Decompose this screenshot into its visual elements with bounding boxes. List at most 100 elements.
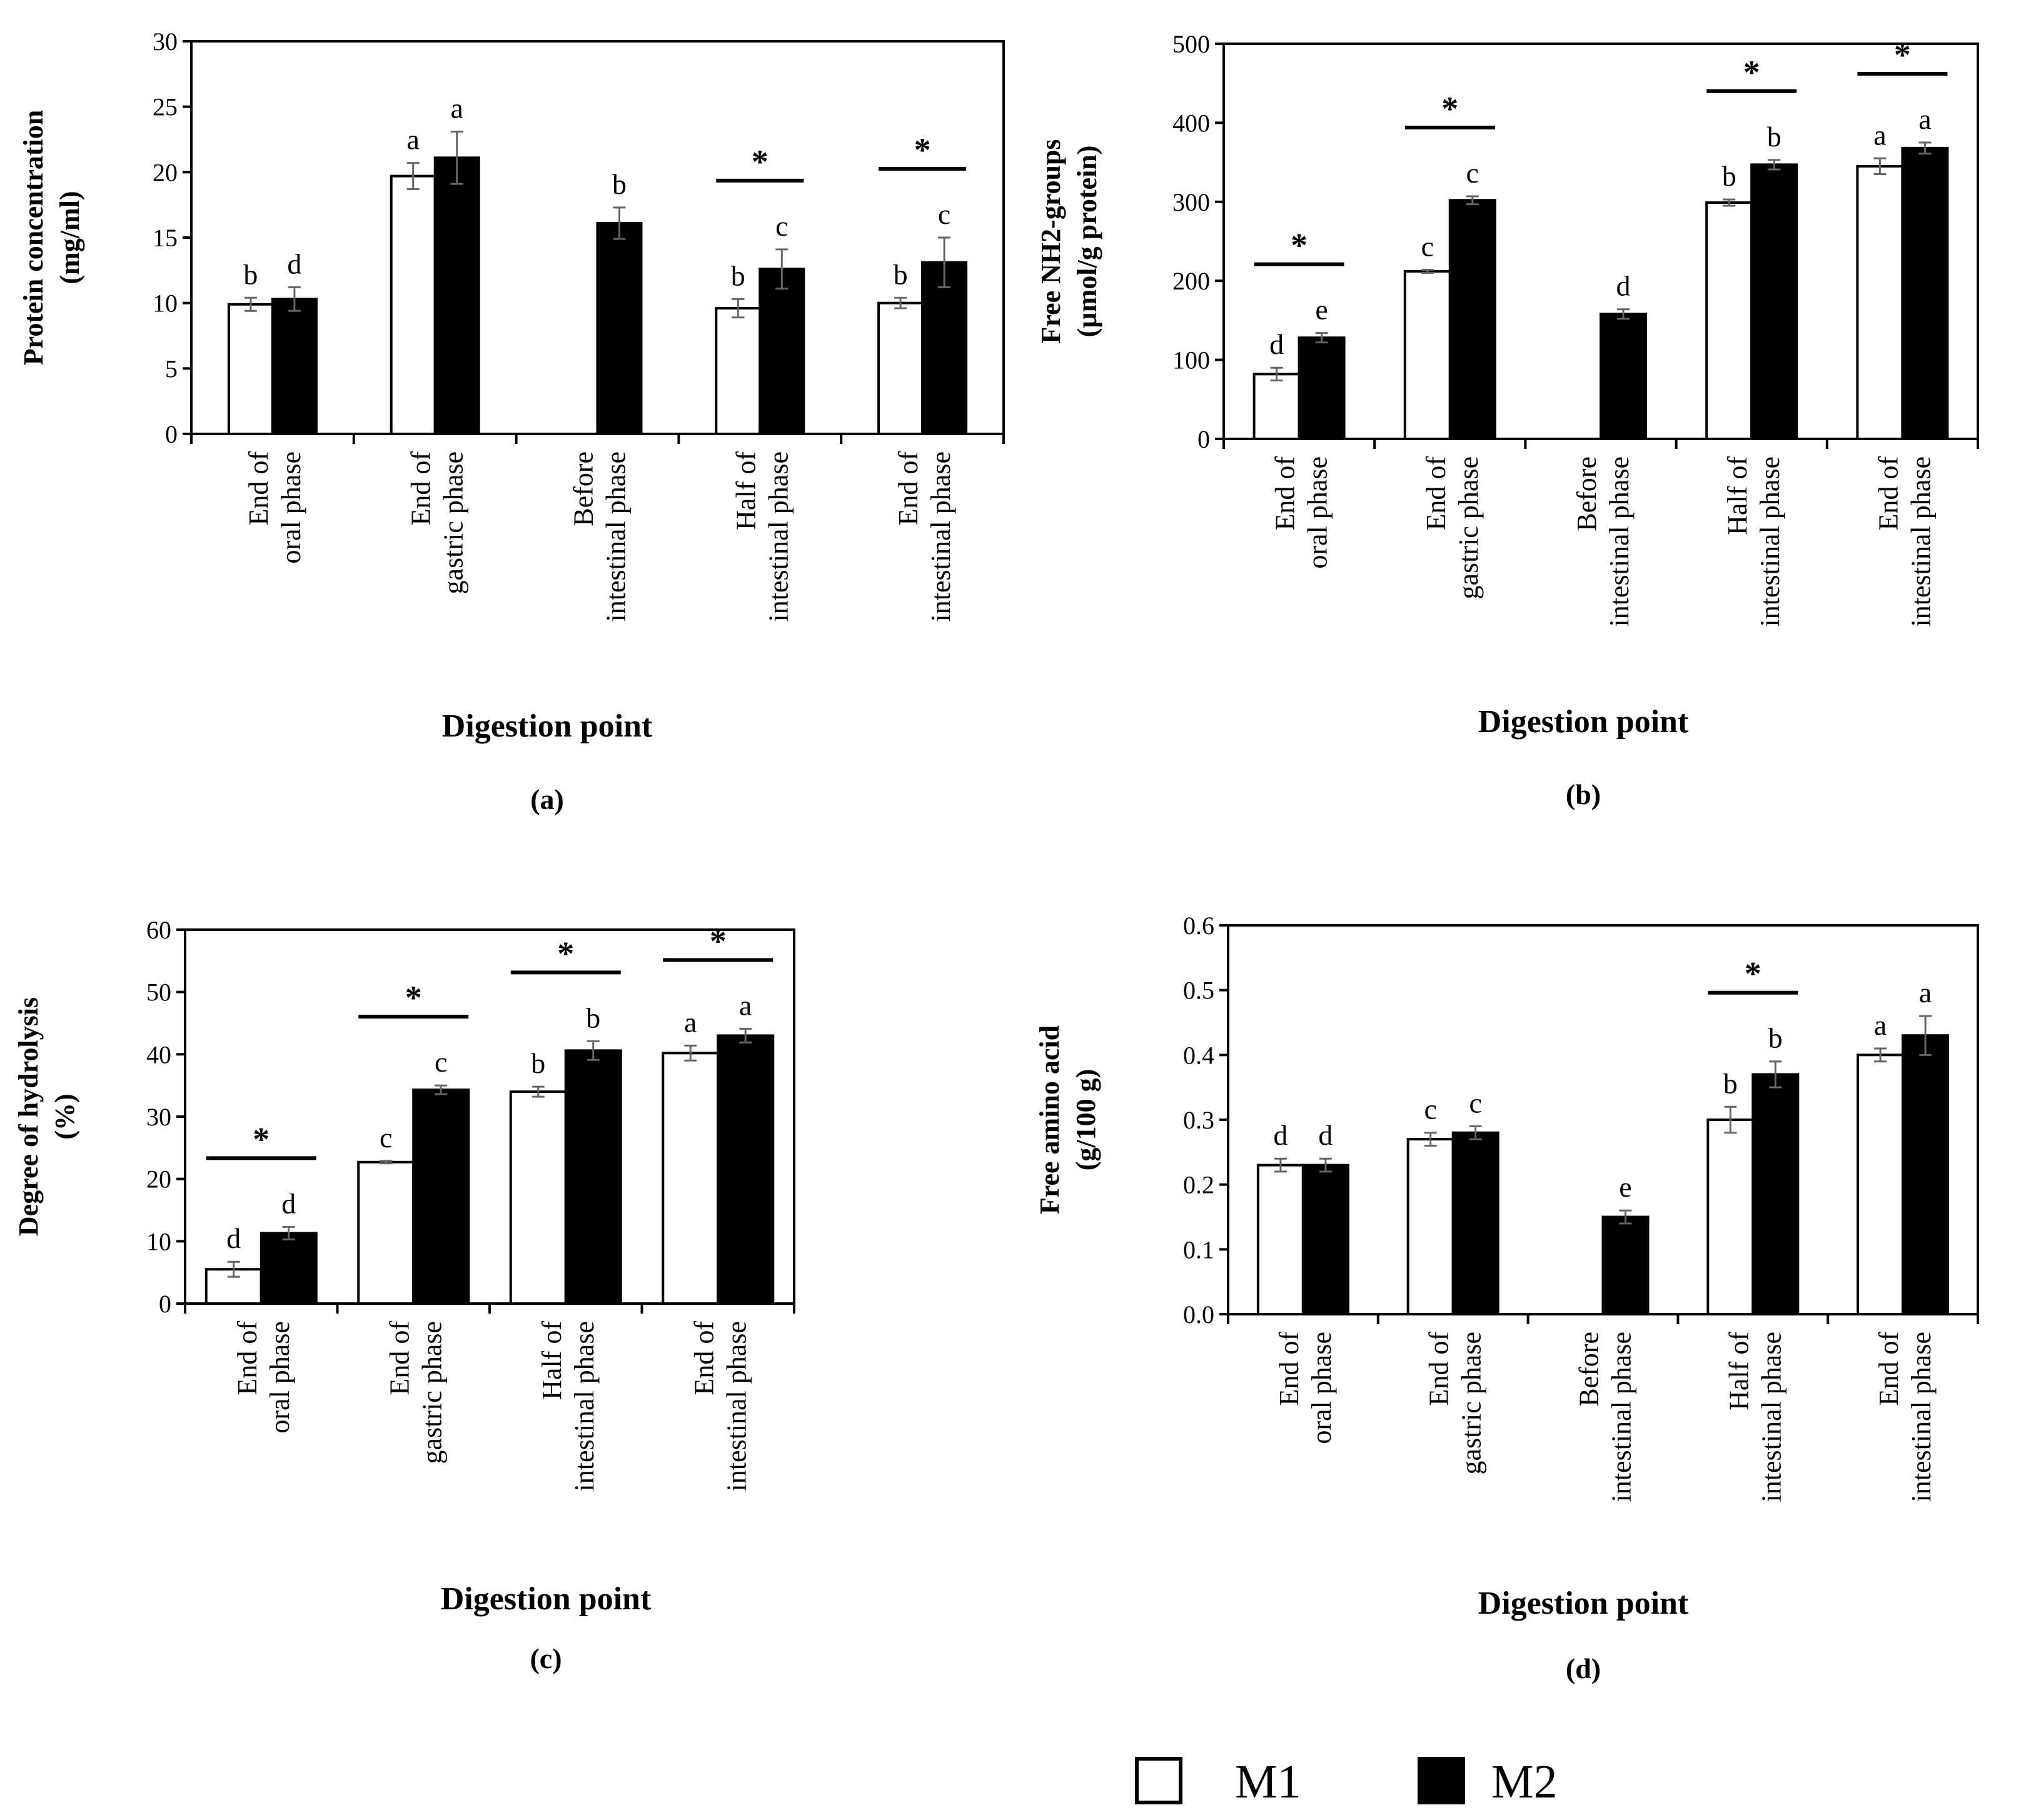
y-tick-label: 25 — [153, 93, 178, 121]
bar-m1 — [357, 1160, 415, 1305]
significance-letter: b — [586, 1002, 600, 1033]
bar-m2 — [1301, 1164, 1349, 1315]
bar-m1 — [1856, 164, 1904, 440]
category-label-line: intestinal phase — [1604, 456, 1635, 627]
chart-b: 0 100 200 300 400 500 Free NH2-groups (µmol/g p… — [1036, 30, 1979, 810]
significance-letter: a — [739, 989, 752, 1021]
y-tick-label: 20 — [153, 158, 178, 186]
significance-letter: a — [684, 1006, 697, 1038]
bar-m1 — [227, 303, 274, 436]
category-label: End ofgastric phase — [1421, 456, 1484, 600]
y-tick-label: 0 — [1197, 425, 1210, 453]
category-label-line: Half of — [1722, 456, 1753, 535]
y-axis-title-line: Free NH2-groups — [1036, 139, 1066, 343]
category-label-line: Before — [1571, 456, 1602, 531]
panel-label: (d) — [1566, 1652, 1601, 1684]
bar-m1 — [662, 1052, 720, 1305]
category-label: Half ofintestinal phase — [1722, 456, 1785, 627]
significance-letter: c — [1469, 1087, 1481, 1119]
category-label-line: End of — [1270, 456, 1301, 531]
bar-m1 — [1403, 270, 1451, 440]
category-label: Beforeintestinal phase — [1571, 456, 1635, 627]
significance-letter: e — [1619, 1171, 1631, 1203]
y-axis-title-line: Protein concentration — [18, 110, 49, 366]
significance-letter: b — [531, 1047, 545, 1079]
category-label-line: intestinal phase — [1606, 1332, 1637, 1502]
y-tick-label: 0.2 — [1183, 1171, 1214, 1199]
y-axis-title-line: (g/100 g) — [1071, 1069, 1101, 1171]
y-tick-label: 300 — [1172, 188, 1210, 216]
y-tick-label: 60 — [146, 916, 171, 944]
y-tick-label: 0.0 — [1183, 1300, 1214, 1329]
bar-m2 — [596, 221, 643, 435]
panel-label: (b) — [1566, 778, 1601, 810]
category-label-line: intestinal phase — [1756, 1332, 1787, 1502]
y-axis-title-line: (mg/ml) — [54, 191, 85, 284]
significance-letter: c — [1424, 1094, 1436, 1125]
category-label-line: oral phase — [265, 1321, 295, 1434]
significance-letter: a — [406, 124, 419, 156]
bar-m1 — [1252, 373, 1301, 440]
significance-letter: d — [226, 1222, 241, 1254]
category-label-line: oral phase — [1303, 456, 1333, 569]
category-label-line: End of — [1421, 456, 1451, 531]
y-axis-title: Free NH2-groups (µmol/g protein) — [1036, 139, 1102, 343]
significance-letter: c — [938, 198, 950, 230]
significance-letter: b — [612, 168, 627, 200]
significance-letter: d — [1273, 1119, 1288, 1151]
y-tick-label: 500 — [1172, 30, 1210, 58]
y-tick-label: 10 — [153, 289, 178, 318]
bar-m2 — [717, 1034, 775, 1305]
bar-m2 — [1600, 313, 1647, 440]
panel-label: (a) — [530, 783, 564, 815]
y-tick-label: 0.3 — [1183, 1106, 1214, 1134]
significance-star: * — [1291, 227, 1308, 264]
significance-letter: d — [1318, 1119, 1333, 1151]
category-label-line: Half of — [730, 451, 761, 530]
bar-m2 — [1901, 146, 1949, 441]
legend-swatch-m1 — [1135, 1757, 1182, 1804]
bar-m2 — [758, 268, 805, 435]
y-tick-label: 40 — [146, 1040, 171, 1068]
y-tick-label: 0.4 — [1183, 1041, 1214, 1069]
significance-letter: a — [1873, 119, 1886, 151]
significance-letter: b — [1767, 121, 1781, 153]
category-label: End ofgastric phase — [1424, 1332, 1487, 1475]
chart-d: 0.0 0.1 0.2 0.3 0.4 0.5 0.6 Free amino acid (g/1… — [1034, 912, 1979, 1684]
y-tick-label: 100 — [1172, 346, 1210, 375]
chart-c: 0 10 20 30 40 50 60 Degree of hydrolysis (%) Dige… — [13, 916, 795, 1674]
y-tick-label: 200 — [1172, 267, 1210, 295]
significance-letter: b — [731, 259, 745, 291]
category-label-line: intestinal phase — [925, 451, 956, 622]
category-label: End ofgastric phase — [406, 451, 469, 595]
x-axis-title: Digestion point — [441, 1581, 652, 1617]
category-label: End ofintestinal phase — [893, 451, 956, 622]
y-axis-title: Free amino acid (g/100 g) — [1034, 1025, 1101, 1214]
category-label: Half ofintestinal phase — [537, 1321, 600, 1492]
significance-letter: c — [380, 1122, 392, 1154]
significance-star: * — [253, 1120, 270, 1158]
category-label-line: gastric phase — [438, 451, 469, 594]
category-label-line: intestinal phase — [601, 451, 632, 622]
significance-star: * — [405, 979, 422, 1017]
y-tick-label: 0 — [165, 420, 178, 448]
significance-letter: c — [435, 1046, 447, 1078]
category-label-line: End of — [406, 451, 436, 526]
category-label: End oforal phase — [1270, 456, 1333, 569]
category-label-line: intestinal phase — [721, 1321, 752, 1492]
category-label-line: intestinal phase — [1906, 1332, 1937, 1502]
significance-letter: a — [450, 92, 463, 124]
bar-m2 — [433, 156, 480, 435]
legend-label-m2: M2 — [1491, 1756, 1558, 1808]
category-label-line: Before — [1574, 1332, 1605, 1407]
y-tick-label: 15 — [153, 224, 178, 252]
category-label: Half ofintestinal phase — [1723, 1332, 1787, 1502]
bar-m2 — [1298, 336, 1346, 441]
bar-m2 — [1751, 1073, 1800, 1316]
category-label: End ofgastric phase — [384, 1321, 447, 1464]
category-label-line: gastric phase — [416, 1321, 447, 1464]
category-label-line: End of — [1274, 1332, 1304, 1406]
y-axis-title: Protein concentration (mg/ml) — [18, 110, 85, 366]
y-axis-title-line: Degree of hydrolysis — [13, 997, 44, 1236]
category-label-line: End of — [1424, 1332, 1454, 1406]
